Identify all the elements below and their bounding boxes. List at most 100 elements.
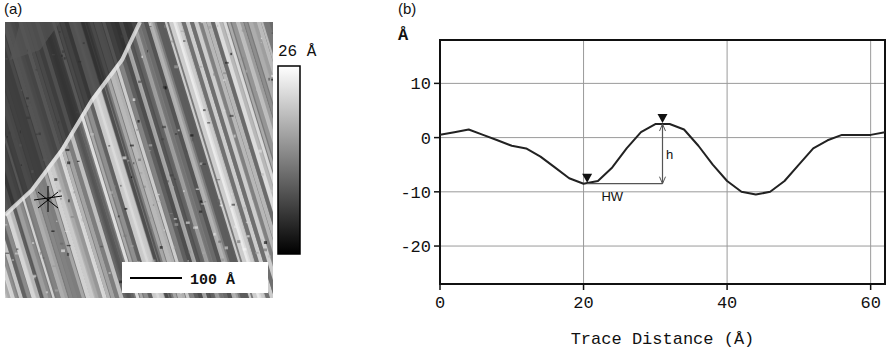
stripe [192, 22, 273, 298]
noise [109, 191, 113, 194]
noise [198, 66, 202, 67]
grid-line [727, 40, 728, 284]
noise [213, 233, 215, 236]
noise [217, 199, 220, 202]
tick-label: -20 [400, 238, 431, 257]
noise [158, 194, 160, 195]
stripe [238, 22, 273, 298]
noise [149, 144, 153, 146]
annotation: HW [601, 189, 623, 204]
tick [583, 284, 585, 290]
stripe [208, 22, 273, 298]
tick-label: 60 [860, 294, 880, 313]
noise [51, 230, 54, 231]
terrace-dark [5, 22, 140, 215]
noise [152, 260, 156, 263]
noise [130, 145, 134, 147]
noise [200, 200, 202, 202]
noise [70, 188, 71, 191]
stripe [188, 22, 273, 298]
h-line [662, 124, 663, 184]
noise [243, 57, 245, 60]
noise [100, 221, 102, 222]
noise [268, 78, 270, 81]
noise [180, 89, 182, 91]
noise [147, 50, 148, 53]
noise [202, 163, 206, 165]
noise [261, 239, 263, 240]
noise [207, 122, 210, 123]
noise [52, 265, 55, 266]
noise [160, 246, 163, 249]
noise [218, 241, 221, 243]
noise [5, 224, 7, 225]
noise [165, 87, 167, 90]
colorbar-label: 26 Å [278, 43, 317, 61]
noise [16, 248, 18, 250]
tick [434, 83, 440, 85]
noise [175, 133, 177, 134]
stripe [227, 22, 273, 298]
noise [189, 251, 191, 253]
noise [138, 56, 139, 57]
noise [183, 40, 185, 41]
noise [272, 32, 273, 34]
noise [252, 198, 256, 199]
noise [223, 110, 225, 112]
noise [243, 248, 247, 250]
noise [234, 135, 236, 138]
noise [124, 208, 127, 210]
noise [54, 178, 57, 181]
axis-title: Å [398, 26, 409, 45]
noise [108, 145, 110, 146]
noise [208, 26, 211, 29]
panel-label: (b) [398, 0, 416, 17]
noise [247, 235, 250, 237]
tick [870, 284, 872, 290]
noise [143, 186, 146, 188]
noise [96, 258, 97, 259]
noise [130, 245, 133, 247]
noise [174, 246, 176, 249]
noise [261, 38, 262, 40]
noise [175, 223, 179, 226]
noise [220, 205, 223, 207]
tick [439, 284, 441, 290]
noise [141, 56, 143, 58]
stripe [250, 22, 273, 298]
noise [161, 138, 164, 140]
noise [216, 179, 220, 180]
noise [199, 211, 202, 213]
marker [658, 114, 668, 123]
noise [118, 215, 120, 217]
noise [249, 147, 252, 149]
noise [170, 213, 173, 214]
stripe [234, 22, 273, 298]
noise [149, 229, 152, 231]
tick [726, 284, 728, 290]
noise [171, 41, 173, 43]
noise [170, 174, 174, 176]
noise [86, 145, 89, 146]
tick-label: 0 [421, 130, 431, 149]
noise [230, 53, 232, 55]
noise [67, 253, 69, 256]
noise [225, 246, 228, 249]
noise [140, 172, 142, 174]
noise [217, 25, 218, 27]
image [5, 22, 273, 298]
noise [201, 203, 205, 204]
noise [232, 204, 235, 206]
hw-line [587, 183, 662, 184]
blob [10, 22, 60, 60]
stripe [219, 22, 273, 298]
noise [264, 241, 267, 244]
noise [258, 150, 261, 153]
noise [231, 193, 232, 195]
stripe [257, 22, 273, 298]
noise [194, 226, 197, 228]
noise [271, 79, 273, 81]
noise [234, 226, 236, 228]
noise [190, 134, 193, 136]
noise [187, 260, 189, 262]
